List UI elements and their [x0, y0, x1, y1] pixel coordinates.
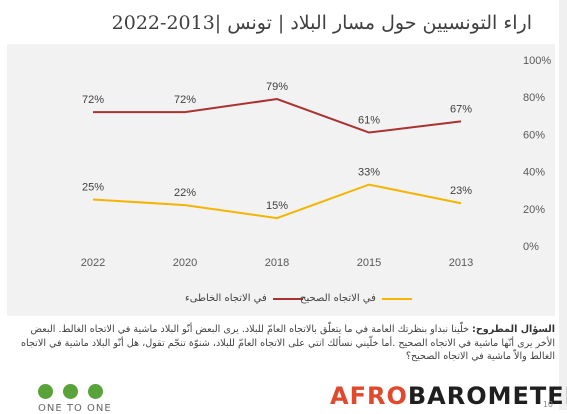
legend-swatch-wrong — [273, 298, 303, 300]
y-tick-label: 100% — [523, 55, 551, 67]
y-tick-label: 0% — [523, 241, 539, 253]
x-tick-label: 2022 — [81, 257, 105, 269]
dot-icon — [88, 384, 103, 399]
series-line-0 — [93, 99, 461, 132]
page-number: 10 — [543, 400, 553, 409]
x-tick-label: 2013 — [449, 257, 473, 269]
data-label: 25% — [82, 182, 104, 194]
data-label: 72% — [174, 94, 196, 106]
right-edge-bar — [559, 0, 567, 410]
legend: في الاتجاه الخاطىء في الاتجاه الصحيح — [0, 293, 567, 313]
one-to-one-label: ONE TO ONE — [38, 403, 112, 414]
y-tick-label: 80% — [523, 92, 545, 104]
data-label: 72% — [82, 94, 104, 106]
y-tick-label: 40% — [523, 167, 545, 179]
data-label: 23% — [450, 185, 472, 197]
legend-item-right-direction: في الاتجاه الصحيح — [300, 293, 412, 304]
question-label: السؤال المطروح: — [472, 324, 555, 335]
logo-dots — [38, 384, 103, 399]
y-tick-label: 60% — [523, 129, 545, 141]
afrobarometer-logo: AFROBAROMETER — [330, 382, 567, 410]
legend-label-wrong: في الاتجاه الخاطىء — [185, 293, 267, 304]
legend-item-wrong-direction: في الاتجاه الخاطىء — [185, 293, 303, 304]
x-tick-label: 2015 — [357, 257, 381, 269]
footer: ONE TO ONE AFROBAROMETER 10 — [0, 378, 567, 410]
chart-panel: 0% 20% 40% 60% 80% 100% 2022 2020 2018 2015 2013 72… — [7, 44, 555, 316]
dot-icon — [38, 384, 53, 399]
legend-label-right: في الاتجاه الصحيح — [300, 293, 376, 304]
line-chart: 0% 20% 40% 60% 80% 100% 2022 2020 2018 2015 2013 72… — [7, 44, 555, 316]
y-tick-label: 20% — [523, 204, 545, 216]
legend-swatch-right — [382, 298, 412, 300]
data-label: 79% — [266, 81, 288, 93]
data-label: 61% — [358, 115, 380, 127]
x-tick-label: 2018 — [265, 257, 289, 269]
data-label: 33% — [358, 167, 380, 179]
data-label: 67% — [450, 103, 472, 115]
chart-title: اراء التونسيين حول مسار البلاد | تونس |2… — [10, 12, 532, 34]
x-tick-label: 2020 — [173, 257, 197, 269]
dot-icon — [63, 384, 78, 399]
data-label: 22% — [174, 187, 196, 199]
survey-question: السؤال المطروح: خلّينا نبداو بنظرتك العا… — [15, 323, 555, 364]
data-label: 15% — [266, 200, 288, 212]
